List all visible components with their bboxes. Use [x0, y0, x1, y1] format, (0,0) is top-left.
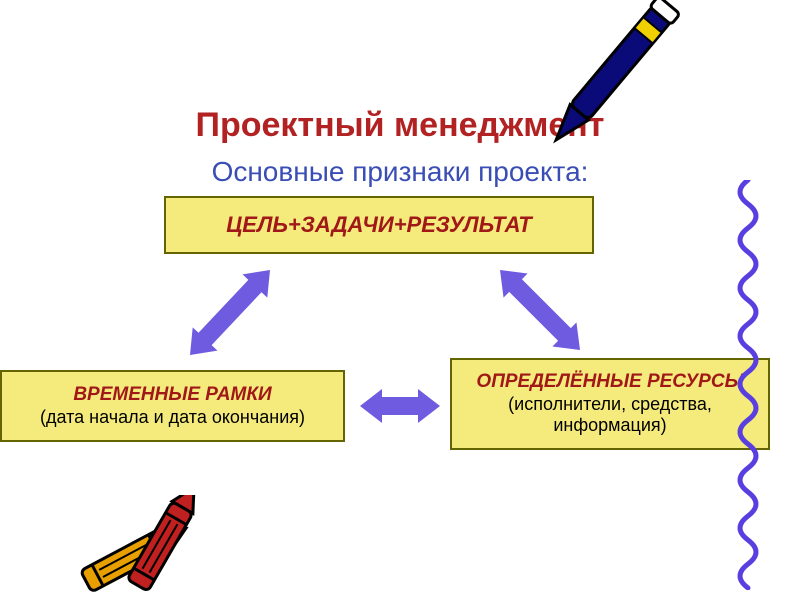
double-arrow-icon [190, 270, 270, 355]
page-subtitle: Основные признаки проекта: [0, 156, 800, 188]
crayons-icon [55, 495, 225, 600]
node-resources: ОПРЕДЕЛЁННЫЕ РЕСУРСЫ (исполнители, средс… [450, 358, 770, 450]
node-right-label: ОПРЕДЕЛЁННЫЕ РЕСУРСЫ [476, 371, 743, 394]
node-left-sub: (дата начала и дата окончания) [40, 407, 305, 429]
node-right-sub: (исполнители, средства, информация) [460, 394, 760, 437]
node-goal-tasks-result: ЦЕЛЬ+ЗАДАЧИ+РЕЗУЛЬТАТ [164, 196, 594, 254]
page-title: Проектный менеджмент [0, 106, 800, 145]
node-left-label: ВРЕМЕННЫЕ РАМКИ [73, 384, 271, 407]
double-arrow-icon [500, 270, 580, 350]
node-timeframe: ВРЕМЕННЫЕ РАМКИ (дата начала и дата окон… [0, 370, 345, 442]
node-top-label: ЦЕЛЬ+ЗАДАЧИ+РЕЗУЛЬТАТ [226, 212, 531, 238]
arrows-layer [0, 0, 800, 600]
double-arrow-icon [360, 389, 440, 423]
